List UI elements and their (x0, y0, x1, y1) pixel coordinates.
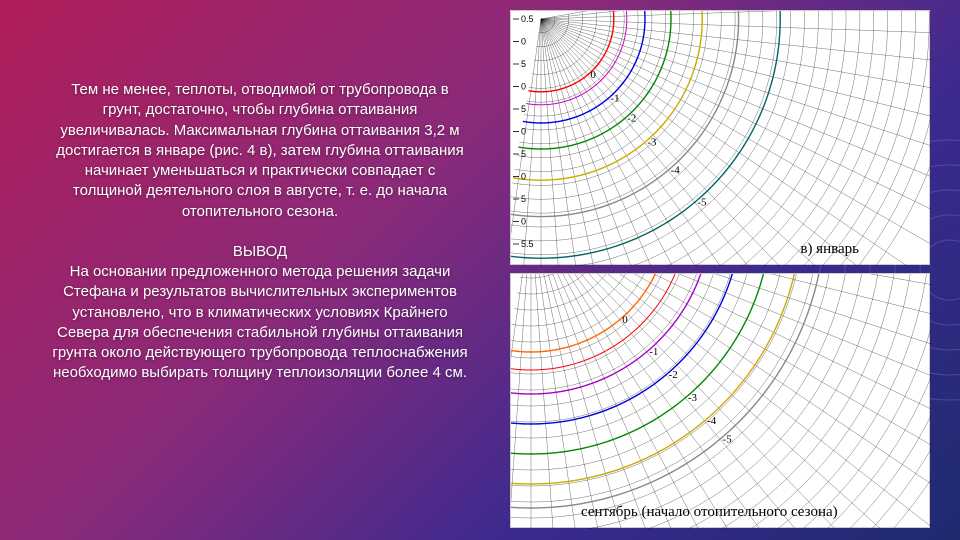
svg-text:0: 0 (521, 82, 526, 92)
svg-text:0: 0 (521, 217, 526, 227)
svg-text:0: 0 (590, 69, 596, 81)
svg-text:-5: -5 (723, 433, 733, 445)
svg-text:0: 0 (521, 127, 526, 137)
svg-text:5: 5 (521, 149, 526, 159)
svg-text:-2: -2 (669, 369, 678, 381)
svg-text:0.5: 0.5 (521, 14, 534, 24)
svg-text:-3: -3 (688, 392, 698, 404)
svg-text:5: 5 (521, 194, 526, 204)
figure-january: 0 -1 -2 -3 -4 -5 0.5 0 5 0 5 0 5 0 5 0 5.5 в) январь (510, 10, 930, 265)
svg-text:-4: -4 (707, 415, 717, 427)
svg-text:-1: -1 (649, 346, 658, 358)
svg-text:-2: -2 (627, 113, 636, 125)
svg-text:-3: -3 (647, 137, 657, 149)
paragraph-2: На основании предложенного метода решени… (50, 262, 470, 384)
figure-column: 0 -1 -2 -3 -4 -5 0.5 0 5 0 5 0 5 0 5 0 5.5 в) январь 0 -1… (510, 10, 930, 528)
figure-caption-september: сентябрь (начало отопительного сезона) (581, 504, 838, 521)
svg-text:-5: -5 (697, 196, 707, 208)
svg-text:-4: -4 (671, 164, 681, 176)
svg-text:5: 5 (521, 104, 526, 114)
svg-text:0: 0 (521, 172, 526, 182)
svg-text:0: 0 (622, 314, 628, 326)
svg-text:5.5: 5.5 (521, 239, 534, 249)
svg-text:5: 5 (521, 59, 526, 69)
text-column: Тем не менее, теплоты, отводимой от труб… (50, 80, 470, 384)
figure-caption-january: в) январь (800, 241, 859, 258)
svg-text:-1: -1 (610, 93, 619, 105)
figure-september: 0 -1 -2 -3 -4 -5 сентябрь (начало отопительно… (510, 273, 930, 528)
conclusion-title: ВЫВОД (50, 242, 470, 262)
svg-text:0: 0 (521, 37, 526, 47)
paragraph-1: Тем не менее, теплоты, отводимой от труб… (50, 80, 470, 222)
